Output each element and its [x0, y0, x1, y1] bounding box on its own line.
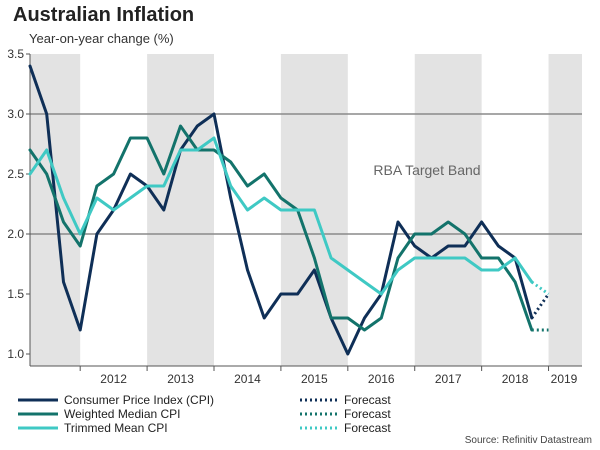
- cpi-line-forecast: [530, 293, 550, 319]
- rba-target-band-label: RBA Target Band: [373, 162, 480, 178]
- chart-subtitle: Year-on-year change (%): [29, 31, 174, 46]
- year-shade-2019: [548, 54, 582, 366]
- y-tick-label: 3.5: [7, 47, 24, 61]
- legend: Consumer Price Index (CPI) Forecast Weight…: [18, 393, 391, 435]
- x-tick-label: 2014: [234, 372, 261, 386]
- x-tick-label: 2018: [502, 372, 529, 386]
- x-tick-label: 2016: [368, 372, 395, 386]
- y-tick-label: 3.0: [7, 107, 24, 121]
- legend-cpi-label: Consumer Price Index (CPI): [64, 393, 214, 407]
- source-note: Source: Refinitiv Datastream: [465, 435, 592, 446]
- weighted-median-line: [28, 124, 534, 332]
- trimmed-mean-line-forecast: [530, 280, 550, 296]
- legend-weighted-median-forecast-label: Forecast: [344, 407, 391, 421]
- year-shading: [30, 54, 582, 366]
- axes: 1.0 1.5 2.0 2.5 3.0 3.5 2012 2013 2014 2015 2016 20…: [7, 47, 582, 386]
- series-lines: [28, 64, 550, 356]
- x-tick-label: 2015: [301, 372, 328, 386]
- x-tick-label: 2017: [435, 372, 462, 386]
- y-tick-label: 2.5: [7, 167, 24, 181]
- legend-trimmed-mean-forecast-label: Forecast: [344, 421, 391, 435]
- legend-trimmed-mean-label: Trimmed Mean CPI: [64, 421, 168, 435]
- y-tick-label: 1.5: [7, 287, 24, 301]
- y-tick-label: 2.0: [7, 227, 24, 241]
- x-tick-label: 2013: [167, 372, 194, 386]
- chart-title: Australian Inflation: [13, 4, 195, 26]
- x-tick-label: 2019: [551, 372, 578, 386]
- trimmed-mean-line: [28, 136, 534, 296]
- year-shade-2017: [414, 54, 482, 366]
- y-tick-label: 1.0: [7, 347, 24, 361]
- legend-cpi-forecast-label: Forecast: [344, 393, 391, 407]
- year-shade-2013: [147, 54, 214, 366]
- legend-weighted-median-label: Weighted Median CPI: [64, 407, 181, 421]
- x-tick-label: 2012: [100, 372, 127, 386]
